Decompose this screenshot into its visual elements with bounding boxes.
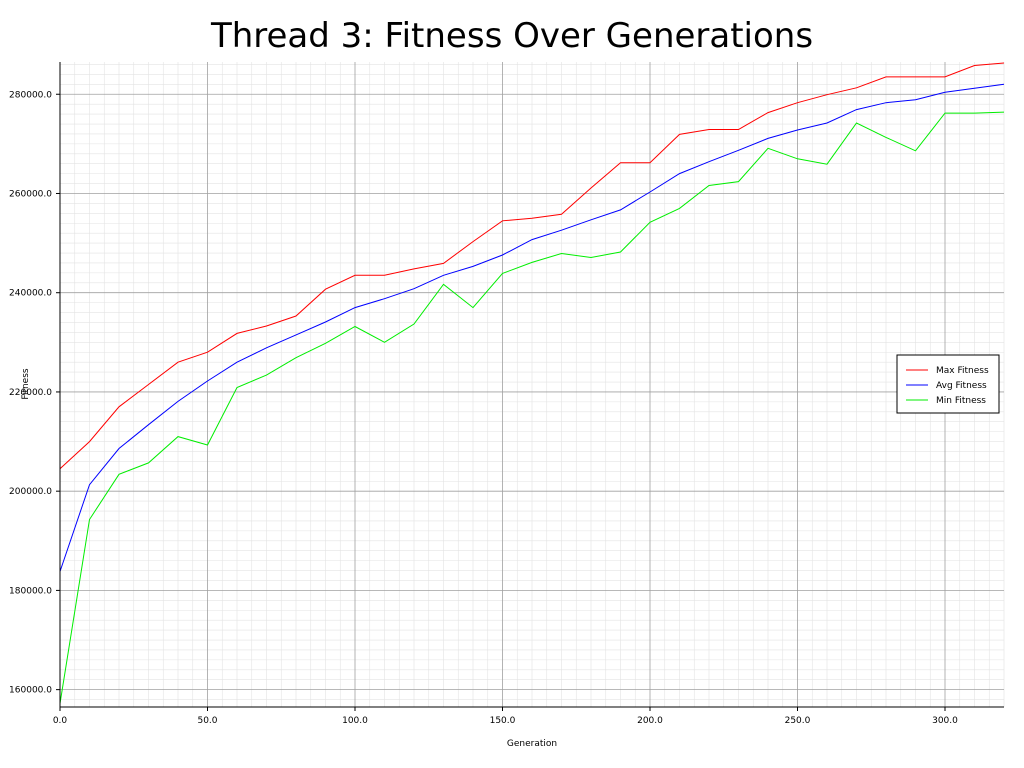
y-tick-label: 240000.0: [9, 289, 52, 299]
legend-label: Max Fitness: [936, 366, 989, 376]
x-tick-label: 200.0: [637, 716, 663, 726]
legend-label: Avg Fitness: [936, 381, 987, 391]
x-tick-label: 150.0: [490, 716, 516, 726]
x-tick-label: 50.0: [197, 716, 217, 726]
y-tick-label: 180000.0: [9, 586, 52, 596]
y-tick-label: 200000.0: [9, 487, 52, 497]
x-tick-label: 100.0: [342, 716, 368, 726]
y-tick-label: 260000.0: [9, 189, 52, 199]
y-tick-label: 160000.0: [9, 686, 52, 696]
y-tick-label: 280000.0: [9, 90, 52, 100]
y-tick-label: 220000.0: [9, 388, 52, 398]
ticks: 0.0 50.0 100.0 150.0 200.0 250.0 300.0 160000.0…: [9, 90, 958, 726]
x-tick-label: 0.0: [53, 716, 68, 726]
axes: [59, 62, 1004, 708]
x-tick-label: 300.0: [932, 716, 958, 726]
series-lines: [59, 62, 1005, 704]
series-line: [59, 83, 1005, 572]
legend-box: [896, 354, 1000, 414]
legend-label: Min Fitness: [936, 396, 986, 406]
y-axis-label: Fitness: [21, 368, 31, 399]
series-line: [59, 62, 1005, 470]
x-axis-label: Generation: [507, 739, 557, 749]
legend: Max Fitness Avg Fitness Min Fitness: [896, 354, 1000, 414]
x-tick-label: 250.0: [785, 716, 811, 726]
chart-title: Thread 3: Fitness Over Generations: [210, 16, 814, 56]
series-line: [59, 111, 1005, 704]
